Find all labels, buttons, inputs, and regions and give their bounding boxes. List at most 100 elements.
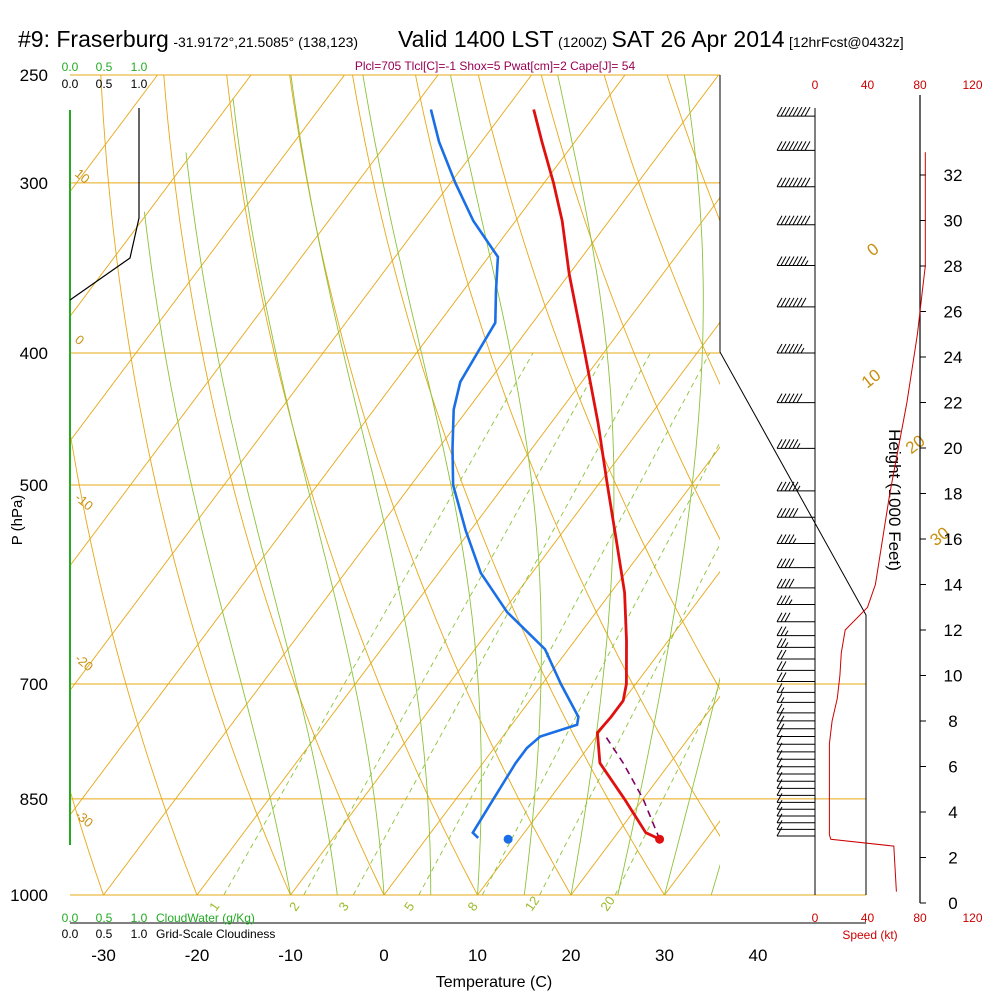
temperature-tick-label: 0: [379, 946, 388, 965]
pressure-tick-label: 400: [20, 344, 48, 363]
dry-adiabat-line: [415, 75, 720, 837]
wind-barb-flag: [776, 141, 783, 151]
wind-barb-flag: [784, 177, 791, 188]
wind-barb-flag: [776, 703, 783, 714]
wind-barb: [776, 683, 815, 693]
moist-adiabat-line: [232, 98, 385, 895]
wind-barb: [776, 481, 815, 492]
wind-barb-flag: [788, 558, 795, 568]
wind-barb-flag: [776, 683, 783, 693]
mixing-ratio-line: [223, 352, 534, 895]
height-tick-label: 10: [944, 667, 963, 686]
surface-dewpoint-point: [503, 834, 513, 844]
dry-adiabat-line: [163, 75, 385, 895]
mixing-ratio-line: [539, 543, 720, 895]
temperature-tick-label: 30: [655, 946, 674, 965]
wind-barb-flag: [776, 215, 783, 225]
wind-barb-flag: [776, 439, 783, 449]
height-tick-label: 32: [944, 166, 963, 185]
dry-adiabat-line: [70, 788, 104, 895]
cloud-water-scale-label: CloudWater (g/Kg): [156, 911, 255, 925]
dry-adiabat-label: -10: [72, 490, 96, 514]
wind-barb-flag: [792, 141, 799, 151]
wind-barb-half-flag: [784, 642, 789, 648]
wind-barb-flag: [780, 638, 787, 648]
wind-barb-flag: [784, 507, 791, 518]
wind-barb-flag: [796, 177, 803, 188]
cloudiness-tick-top: 0.5: [96, 77, 113, 91]
speed-tick-top: 80: [913, 78, 927, 92]
wind-barb-flag: [788, 534, 795, 544]
wind-barb-flag: [776, 507, 783, 518]
wind-barb-flag: [800, 141, 807, 151]
wind-barb-flag: [788, 507, 795, 518]
dry-adiabat-line: [603, 75, 720, 386]
height-axis-title: Height (1000 Feet): [885, 429, 904, 571]
wind-barb: [776, 661, 815, 671]
moist-adiabat-line: [362, 75, 482, 895]
wind-barb-flag: [780, 507, 787, 518]
cloud-water-tick-top: 0.5: [96, 60, 113, 74]
speed-tick-bottom: 0: [812, 911, 819, 925]
wind-barb: [776, 779, 815, 789]
dry-adiabat-line: [289, 75, 572, 895]
wind-barb-flag: [788, 343, 795, 354]
station-coords: -31.9172°,21.5085° (138,123): [173, 34, 359, 50]
wind-barb-flag: [800, 256, 807, 266]
wind-barb-flag: [784, 215, 791, 225]
wind-barb-flag: [796, 256, 803, 266]
zulu-time: (1200Z): [558, 34, 608, 50]
height-tick-label: 26: [944, 303, 963, 322]
wind-barb-flag: [784, 106, 791, 117]
wind-barb-flag: [796, 297, 803, 308]
chart-header: #9: Fraserburg -31.9172°,21.5085° (138,1…: [18, 26, 358, 53]
wind-barb-flag: [792, 481, 799, 492]
dry-adiabat-line: [846, 51, 1000, 924]
speed-tick-top: 40: [861, 78, 875, 92]
moist-adiabat-line: [664, 676, 720, 895]
wind-barb-flag: [784, 256, 791, 266]
wind-barb-flag: [776, 649, 783, 660]
speed-axis-title: Speed (kt): [842, 928, 897, 942]
wind-barb-flag: [792, 297, 799, 308]
wind-barb-flag: [780, 256, 787, 266]
height-tick-label: 30: [944, 212, 963, 231]
wind-barb-half-flag: [780, 697, 785, 703]
wind-barb-flag: [792, 507, 799, 518]
height-tick-label: 14: [944, 576, 963, 595]
wind-barb-flag: [776, 626, 783, 636]
height-tick-label: 8: [948, 712, 957, 731]
valid-time-header: Valid 1400 LST (1200Z) SAT 26 Apr 2014 […: [398, 26, 904, 53]
wind-barb-flag: [792, 106, 799, 117]
wind-barb-flag: [788, 578, 795, 589]
wind-barb-flag: [776, 481, 783, 492]
wind-barb-flag: [784, 439, 791, 449]
wind-barb-flag: [780, 578, 787, 589]
wind-barb-flag: [776, 256, 783, 266]
temperature-axis-title: Temperature (C): [436, 974, 552, 991]
wind-barb: [776, 786, 815, 796]
isotherm-label: 20: [902, 431, 929, 458]
background-grid: [70, 51, 1000, 924]
wind-barb-flag: [804, 141, 811, 151]
wind-barb-flag: [800, 215, 807, 225]
wind-barb-half-flag: [780, 707, 785, 714]
moist-adiabat-line: [450, 75, 542, 895]
cloud-water-tick-top: 0.0: [62, 60, 79, 74]
wind-barb: [776, 141, 815, 151]
wind-barb-half-flag: [784, 630, 789, 636]
isotherm-line: [70, 75, 252, 318]
wind-barb: [776, 177, 815, 188]
temperature-tick-label: -30: [91, 946, 116, 965]
wind-barb-flag: [776, 106, 783, 117]
dewpoint-profile: [429, 109, 580, 839]
cloudiness-tick-bottom: 0.5: [96, 927, 113, 941]
wind-barb-half-flag: [788, 599, 793, 605]
wind-barb-flag: [784, 297, 791, 308]
stats-line: Plcl=705 Tlcl[C]=-1 Shox=5 Pwat[cm]=2 Ca…: [355, 59, 636, 73]
wind-barb: [776, 693, 815, 703]
mixing-ratio-label: 8: [464, 899, 480, 914]
wind-barb-flag: [780, 481, 787, 492]
wind-barb: [776, 256, 815, 267]
wind-barb: [776, 813, 815, 824]
